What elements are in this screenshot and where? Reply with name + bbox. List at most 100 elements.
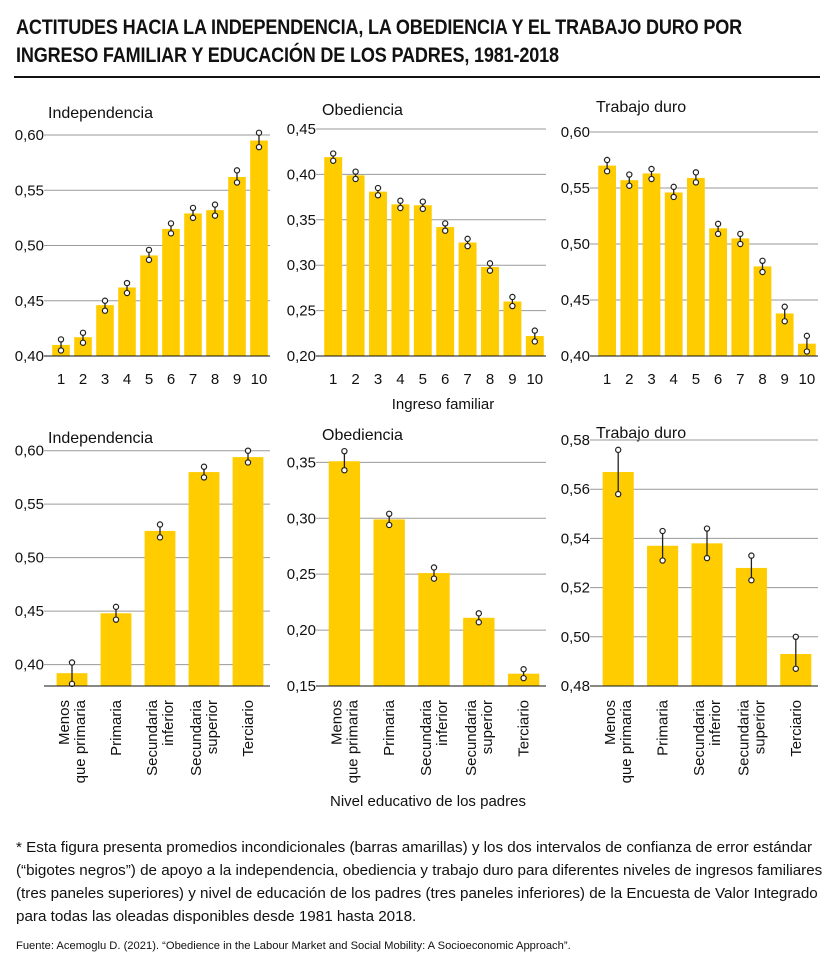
x-axis-title-education: Nivel educativo de los padres — [330, 793, 526, 810]
y-tick-label: 0,60 — [15, 443, 44, 460]
x-tick-label: 2 — [79, 371, 87, 388]
x-category-line: Primaria — [381, 699, 398, 755]
x-category-line: inferior — [707, 700, 724, 746]
x-category-line: que primaria — [72, 699, 89, 783]
y-tick-label: 0,40 — [15, 348, 44, 365]
panel-2-obediencia: Obediencia 0,20 0,25 0,30 0,35 0,40 0,45 1 2 3 4 5 6… — [287, 102, 546, 388]
ci-lower-point — [101, 307, 109, 314]
ci-upper-point — [475, 610, 482, 617]
y-tick-label: 0,20 — [287, 348, 316, 365]
ci-upper-point — [464, 235, 471, 243]
ci-upper-point — [200, 463, 208, 470]
ci-upper-point — [615, 446, 622, 454]
panel-1-independencia: Independencia 0,40 0,45 0,50 0,55 0,60 1 2 3 4 5 6 7… — [15, 105, 270, 388]
ci-lower-point — [79, 339, 87, 346]
x-category-line: que primaria — [344, 699, 361, 783]
ci-upper-point — [659, 527, 666, 535]
bar — [775, 313, 794, 356]
ci-lower-point — [615, 490, 622, 498]
bar — [687, 177, 705, 356]
bar — [731, 238, 750, 356]
x-category-label: Primaria — [655, 699, 672, 755]
x-tick-label: 7 — [189, 371, 197, 388]
x-category-line: Secundaria — [463, 699, 480, 776]
x-category-label: Secundaria superior — [188, 699, 221, 776]
bar — [232, 457, 264, 686]
ci-upper-point — [419, 198, 426, 205]
ci-lower-point — [57, 347, 65, 354]
ci-lower-point — [211, 212, 219, 219]
y-tick-label: 0,50 — [561, 629, 590, 646]
x-tick-label: 8 — [486, 371, 494, 388]
ci-upper-point — [167, 220, 175, 227]
ci-upper-point — [374, 184, 382, 192]
ci-lower-point — [330, 157, 337, 164]
figure-title: ACTITUDES HACIA LA INDEPENDENCIA, LA OBE… — [16, 16, 742, 67]
x-tick-label: 3 — [647, 371, 655, 388]
x-tick-label: 7 — [463, 371, 471, 388]
x-category-line: Secundaria — [735, 699, 752, 776]
ci-upper-point — [255, 129, 263, 136]
ci-upper-point — [189, 204, 197, 212]
x-tick-label: 1 — [57, 371, 65, 388]
ci-lower-point — [520, 674, 527, 682]
source-citation: Fuente: Acemoglu D. (2021). “Obedience i… — [16, 940, 571, 952]
x-tick-label: 6 — [714, 371, 722, 388]
ci-lower-point — [352, 175, 359, 183]
bar — [525, 336, 544, 356]
panel-title: Obediencia — [322, 102, 403, 119]
x-category-line: Primaria — [655, 699, 672, 755]
ci-lower-point — [692, 179, 700, 186]
ci-upper-point — [803, 332, 811, 340]
y-tick-label: 0,40 — [561, 348, 590, 365]
x-category-label: Terciario — [240, 700, 257, 757]
x-tick-label: 5 — [692, 371, 700, 388]
y-tick-label: 0,50 — [15, 550, 44, 567]
y-tick-label: 0,52 — [561, 580, 590, 597]
ci-lower-point — [792, 665, 800, 672]
x-tick-label: 10 — [251, 371, 268, 388]
ci-lower-point — [123, 289, 131, 297]
ci-lower-point — [145, 256, 153, 264]
bar — [373, 519, 405, 686]
bar — [642, 173, 661, 356]
x-category-label: Menos que primaria — [328, 699, 361, 783]
x-tick-label: 3 — [374, 371, 382, 388]
ci-upper-point — [68, 659, 76, 666]
ci-lower-point — [486, 267, 494, 274]
title-divider — [14, 76, 820, 78]
ci-upper-point — [520, 666, 527, 673]
ci-upper-point — [692, 169, 700, 176]
x-tick-label: 4 — [396, 371, 404, 388]
x-category-line: superior — [751, 700, 768, 754]
x-category-line: Terciario — [516, 700, 533, 757]
ci-lower-point — [442, 227, 449, 234]
bar — [118, 287, 136, 356]
y-tick-label: 0,55 — [561, 180, 590, 197]
ci-lower-point — [670, 193, 677, 201]
ci-lower-point — [748, 577, 755, 584]
panel-3-trabajo-duro: Trabajo duro 0,40 0,45 0,50 0,55 0,60 1 2 3 4 5 6 7 8… — [561, 99, 818, 388]
x-category-label: Secundaria inferior — [691, 699, 724, 776]
ci-upper-point — [101, 297, 109, 304]
ci-upper-point — [341, 447, 348, 455]
ci-upper-point — [509, 293, 516, 301]
y-tick-label: 0,56 — [561, 481, 590, 498]
x-tick-label: 6 — [167, 371, 175, 388]
x-category-line: que primaria — [618, 699, 635, 783]
ci-upper-point — [603, 156, 611, 164]
ci-lower-point — [341, 466, 348, 474]
ci-lower-point — [659, 557, 666, 564]
ci-lower-point — [386, 521, 393, 529]
panel-title: Obediencia — [322, 427, 403, 444]
ci-upper-point — [352, 168, 359, 175]
x-category-label: Secundaria superior — [735, 699, 768, 776]
y-tick-label: 0,58 — [561, 432, 590, 449]
bar — [709, 228, 727, 356]
y-tick-label: 0,45 — [561, 292, 590, 309]
y-tick-label: 0,60 — [561, 124, 590, 141]
ci-lower-point — [167, 230, 175, 237]
x-category-line: inferior — [434, 700, 451, 746]
ci-lower-point — [189, 214, 197, 222]
ci-upper-point — [792, 633, 800, 641]
